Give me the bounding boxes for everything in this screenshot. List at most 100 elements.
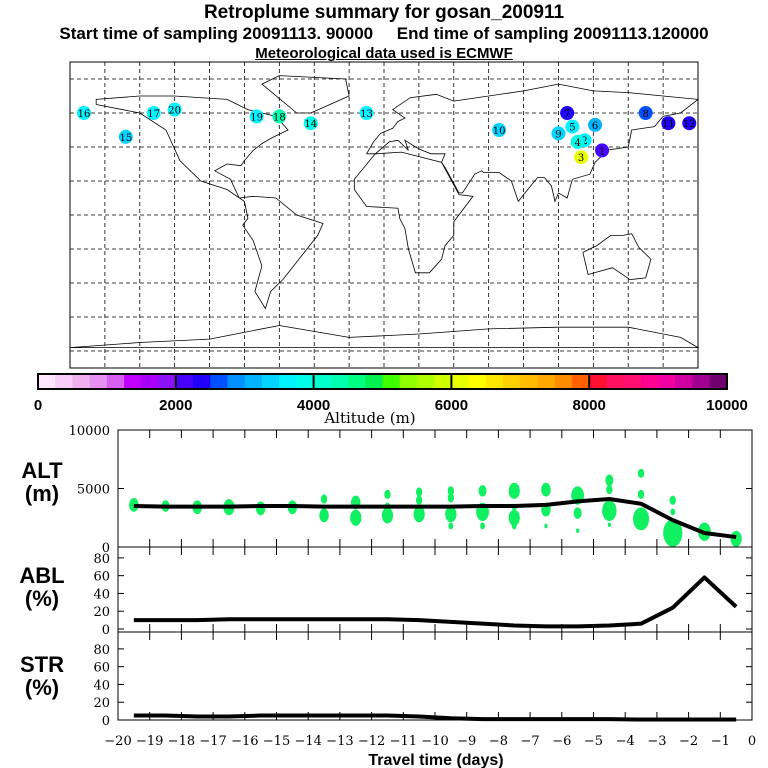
colorbar-swatch xyxy=(124,374,142,389)
y-tick-label: 80 xyxy=(93,643,110,658)
colorbar-swatch xyxy=(175,374,194,389)
y-tick-label: 60 xyxy=(93,661,110,676)
panel-ylabel-abl: (%) xyxy=(25,586,59,611)
x-tick-label: −11 xyxy=(390,734,417,749)
panel-frame-str xyxy=(117,631,753,721)
colorbar-swatch xyxy=(520,374,539,389)
colorbar-swatch xyxy=(244,374,263,389)
alt-scatter-point xyxy=(350,509,362,526)
plume-label: 4 xyxy=(574,138,580,149)
x-tick-label: −18 xyxy=(168,734,195,749)
alt-scatter-point xyxy=(478,485,487,497)
colorbar-swatch xyxy=(330,374,349,389)
x-tick-label: −2 xyxy=(679,734,698,749)
series-line-str xyxy=(133,713,737,722)
alt-scatter-point xyxy=(480,522,485,530)
plume-marker xyxy=(303,116,318,131)
alt-scatter-point xyxy=(415,495,423,505)
met-data-note: Meteorological data used is ECMWF xyxy=(255,45,513,62)
x-tick-label: 0 xyxy=(748,734,756,749)
colorbar-tick-label: 10000 xyxy=(706,397,748,414)
plume-marker xyxy=(167,102,182,117)
alt-scatter-point xyxy=(637,468,645,478)
plume-marker xyxy=(249,109,264,124)
x-tick-label: −7 xyxy=(521,734,540,749)
plume-marker xyxy=(118,129,133,144)
colorbar-swatch xyxy=(106,374,125,389)
coastline xyxy=(353,151,474,274)
alt-scatter-point xyxy=(447,493,455,503)
plume-label: 7 xyxy=(564,109,570,120)
colorbar-swatch xyxy=(675,374,694,389)
series-line-abl xyxy=(133,575,738,629)
plume-marker xyxy=(76,106,91,120)
x-tick-label: −6 xyxy=(552,734,571,749)
x-tick-label: −5 xyxy=(584,734,603,749)
colorbar-swatch xyxy=(296,374,315,389)
plume-marker xyxy=(661,116,676,131)
x-tick-label: −12 xyxy=(358,734,385,749)
colorbar-swatch xyxy=(503,374,521,389)
alt-scatter-point xyxy=(663,519,683,547)
plume-label: 14 xyxy=(304,119,317,130)
colorbar-swatch xyxy=(193,374,211,389)
alt-scatter-point xyxy=(415,487,423,497)
colorbar-swatch xyxy=(606,374,625,389)
end-time: End time of sampling 20091113.120000 xyxy=(396,24,709,43)
alt-scatter-point xyxy=(384,489,391,499)
x-tick-label: −4 xyxy=(616,734,635,749)
coastline xyxy=(69,325,700,349)
colorbar-swatch xyxy=(141,374,160,389)
start-time: Start time of sampling 20091113. 90000 xyxy=(59,24,374,43)
colorbar-swatch xyxy=(382,374,401,389)
y-tick-label: 20 xyxy=(93,696,110,711)
alt-scatter-point xyxy=(606,485,613,495)
plume-label: 11 xyxy=(662,119,675,130)
colorbar-swatch xyxy=(365,374,383,389)
alt-scatter-point xyxy=(255,501,266,516)
plume-marker xyxy=(492,123,507,137)
colorbar-swatch xyxy=(451,374,470,389)
colorbar-tick-label: 2000 xyxy=(159,397,192,414)
plume-label: 17 xyxy=(147,109,160,120)
y-tick-label: 40 xyxy=(93,678,110,693)
x-tick-label: −9 xyxy=(457,734,476,749)
alt-scatter-point xyxy=(445,506,457,523)
alt-scatter-point xyxy=(544,523,548,529)
colorbar-tick-label: 4000 xyxy=(297,397,330,414)
colorbar-swatch xyxy=(623,374,642,389)
plume-label: 18 xyxy=(273,112,286,123)
colorbar-tick-label: 8000 xyxy=(573,397,606,414)
colorbar-swatch xyxy=(55,374,73,389)
sampling-times: Start time of sampling 20091113. 90000 E… xyxy=(0,24,768,44)
alt-scatter-point xyxy=(669,495,676,505)
colorbar-swatch xyxy=(416,374,435,389)
figure-title: Retroplume summary for gosan_200911 xyxy=(203,2,565,23)
panel-ylabel-alt: ALT xyxy=(21,458,63,483)
series-line-alt xyxy=(133,497,737,540)
panel-ylabel-str: STR xyxy=(20,652,64,677)
coastline xyxy=(366,83,700,203)
y-tick-label: 60 xyxy=(93,570,110,585)
y-tick-label: 40 xyxy=(93,587,110,602)
plume-label: 10 xyxy=(493,126,506,137)
x-tick-label: −13 xyxy=(326,734,353,749)
plume-label: 15 xyxy=(119,133,132,144)
alt-scatter-point xyxy=(605,474,614,487)
colorbar-swatch xyxy=(72,374,91,389)
alt-scatter-point xyxy=(413,506,425,523)
x-tick-label: −16 xyxy=(231,734,258,749)
plume-label: 5 xyxy=(569,123,575,134)
plume-label: 6 xyxy=(592,121,598,132)
alt-scatter-point xyxy=(573,507,582,519)
colorbar-swatch xyxy=(589,374,607,389)
colorbar-swatch xyxy=(158,374,177,389)
colorbar-swatch xyxy=(313,374,332,389)
alt-scatter-point xyxy=(320,494,328,504)
coastline xyxy=(261,75,350,114)
alt-scatter-point xyxy=(447,486,455,496)
x-tick-label: −20 xyxy=(104,734,131,749)
panel-ylabel-abl: ABL xyxy=(19,563,64,588)
x-tick-label: −8 xyxy=(489,734,508,749)
alt-scatter-point xyxy=(319,508,329,523)
